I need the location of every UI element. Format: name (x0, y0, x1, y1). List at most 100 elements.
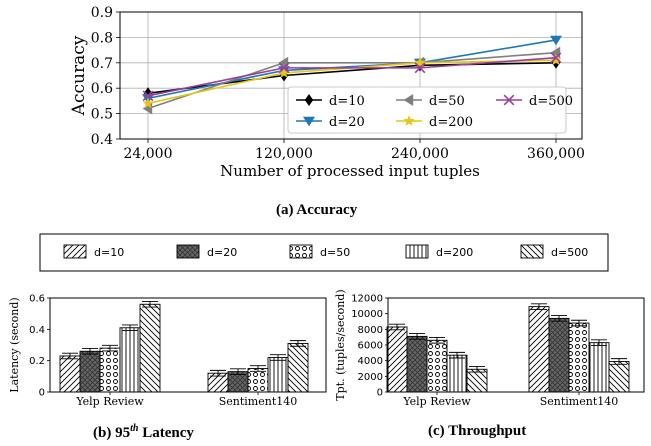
x-tick-label: Sentiment140 (219, 395, 298, 408)
x-tick-label: Yelp Review (402, 395, 471, 408)
error-bar (122, 324, 138, 332)
bar-d=10 (59, 355, 81, 393)
x-axis-label: Number of processed input tuples (220, 162, 480, 180)
caption-latency-prefix: (b) 95 (93, 425, 131, 441)
bar-d=20 (79, 350, 101, 393)
legend-marker-d=500 (503, 94, 515, 106)
legend-label: d=200 (429, 115, 473, 130)
legend-swatch-d=50 (289, 244, 313, 259)
legend-label: d=500 (551, 246, 588, 259)
error-bar (102, 344, 118, 352)
y-tick-label: 0 (39, 388, 45, 399)
y-tick-label: 0.6 (91, 81, 113, 97)
error-bar (290, 340, 306, 347)
bar-d=200 (588, 342, 610, 393)
data-point-d=200 (142, 97, 154, 109)
bar-d=50 (99, 347, 121, 393)
bar-d=20 (406, 335, 428, 393)
data-point-d=500 (278, 62, 290, 74)
legend-label: d=10 (94, 246, 124, 259)
data-point-d=500 (142, 90, 154, 102)
legend-marker-d=50 (403, 94, 414, 106)
error-bar (571, 319, 587, 327)
legend-label: d=50 (429, 94, 465, 109)
error-bar (409, 333, 425, 340)
data-point-d=10 (143, 87, 153, 100)
data-point-d=200 (550, 54, 562, 66)
x-tick-label: Sentiment140 (540, 395, 619, 408)
plot-frame (119, 11, 583, 140)
y-tick-label: 0.8 (91, 30, 113, 46)
series-line-d=20 (147, 39, 557, 100)
caption-throughput: (c) Throughput (428, 423, 527, 439)
bar-d=200 (119, 327, 141, 393)
y-tick-label: 12000 (351, 294, 383, 305)
error-bar (551, 315, 567, 322)
throughput-chart: 0 2000 4000 6000 8000 10000 12000 Yelp Review Se… (334, 289, 645, 408)
bar-legend-frame (39, 233, 609, 272)
bar-d=200 (446, 354, 468, 393)
legend-marker-d=200 (403, 115, 415, 126)
legend-marker-d=20 (303, 116, 315, 127)
legend-box (287, 86, 567, 134)
data-point-d=200 (278, 66, 290, 78)
bar-d=500 (139, 303, 161, 393)
error-bar (142, 300, 158, 308)
accuracy-chart: 0.4 0.5 0.6 0.7 0.8 0.9 24,000 120,000 240,000 36… (69, 5, 585, 180)
y-tick-label: 0.2 (29, 356, 45, 367)
error-bar (270, 354, 286, 361)
legend-swatch-d=200 (405, 244, 429, 259)
data-point-d=500 (414, 62, 426, 74)
y-tick-label: 2000 (358, 372, 383, 383)
y-tick-label: 6000 (358, 341, 383, 352)
error-bar (531, 303, 547, 310)
error-bar (429, 337, 445, 344)
error-bar (82, 347, 98, 355)
x-tick-label: Yelp Review (75, 395, 144, 408)
y-axis-label: Accuracy (69, 35, 89, 116)
plot-frame (49, 297, 327, 393)
caption-latency-suffix: Latency (138, 425, 194, 441)
y-tick-label: 0.4 (91, 132, 113, 148)
bar-d=10 (386, 326, 408, 393)
series-line-d=500 (147, 56, 557, 97)
legend-label: d=10 (329, 94, 365, 109)
legend-swatch-d=20 (176, 244, 200, 259)
y-tick-label: 0.4 (29, 325, 45, 336)
bar-d=200 (267, 357, 289, 393)
x-tick-label: 24,000 (124, 146, 173, 162)
y-tick-label: 4000 (358, 356, 383, 367)
y-tick-label: 0.6 (29, 294, 45, 305)
error-bar (449, 351, 465, 359)
y-tick-label: 0 (377, 388, 383, 399)
error-bar (389, 323, 405, 331)
legend-swatch-d=10 (63, 244, 87, 259)
legend-marker-d=10 (304, 94, 314, 106)
y-tick-label: 0.9 (91, 5, 113, 21)
error-bar (62, 352, 78, 360)
legend-swatch-d=500 (520, 244, 544, 259)
bar-d=50 (568, 322, 590, 393)
caption-latency-sup: th (130, 423, 139, 434)
bar-d=500 (608, 361, 630, 393)
error-bar (469, 366, 485, 373)
data-point-d=500 (550, 52, 562, 64)
legend-label: d=200 (436, 246, 473, 259)
error-bar (611, 358, 627, 365)
caption-latency: (b) 95th Latency (93, 423, 194, 442)
error-bar (210, 369, 226, 377)
x-tick-label: 360,000 (527, 146, 585, 162)
data-point-d=20 (550, 35, 562, 46)
error-bar (230, 368, 246, 375)
x-tick-label: 120,000 (255, 146, 313, 162)
legend-label: d=20 (329, 115, 365, 130)
plot-frame (387, 297, 645, 393)
y-tick-label: 0.5 (91, 107, 113, 123)
latency-chart: 0 0.2 0.4 0.6 Yelp Review Sentiment140 Latency… (8, 294, 327, 408)
data-point-d=200 (414, 56, 426, 68)
legend-label: d=500 (529, 94, 573, 109)
y-tick-label: 0.7 (91, 56, 113, 72)
bar-d=500 (466, 368, 488, 393)
caption-accuracy: (a) Accuracy (276, 202, 358, 218)
